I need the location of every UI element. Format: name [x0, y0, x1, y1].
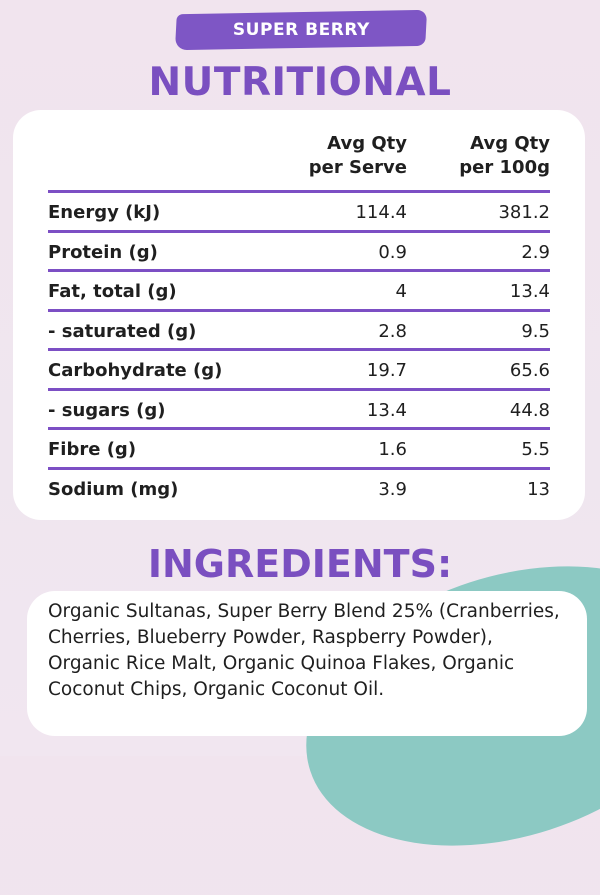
- row-label: - saturated (g): [48, 320, 197, 342]
- row-per-serve: 1.6: [378, 439, 407, 461]
- ingredients-panel: Organic Sultanas, Super Berry Blend 25% …: [27, 591, 587, 736]
- row-per-serve: 13.4: [366, 399, 407, 421]
- row-per-serve: 2.8: [378, 320, 407, 342]
- column-header-per-100g: Avg Qty per 100g: [459, 132, 550, 180]
- table-row: Energy (kJ) 114.4 381.2: [48, 190, 550, 230]
- flavour-badge: SUPER BERRY: [174, 9, 428, 51]
- nutrition-panel: Avg Qty per Serve Avg Qty per 100g Energ…: [13, 110, 585, 520]
- row-per-100g: 2.9: [521, 241, 550, 263]
- row-per-serve: 19.7: [366, 360, 407, 382]
- row-per-100g: 9.5: [521, 320, 550, 342]
- table-row: Fat, total (g) 4 13.4: [48, 269, 550, 309]
- row-label: - sugars (g): [48, 399, 166, 421]
- row-per-100g: 65.6: [509, 360, 550, 382]
- row-per-serve: 114.4: [355, 202, 407, 224]
- table-row: Carbohydrate (g) 19.7 65.6: [48, 348, 550, 388]
- row-per-100g: 381.2: [498, 202, 550, 224]
- flavour-badge-label: SUPER BERRY: [232, 20, 370, 40]
- column-header-per-serve: Avg Qty per Serve: [309, 132, 407, 180]
- column-header-per-serve-line1: Avg Qty: [327, 133, 407, 154]
- row-per-serve: 3.9: [378, 478, 407, 500]
- row-label: Energy (kJ): [48, 202, 161, 224]
- row-label: Sodium (mg): [48, 478, 179, 500]
- row-per-100g: 5.5: [521, 439, 550, 461]
- row-label: Protein (g): [48, 241, 158, 263]
- row-per-100g: 13: [527, 478, 550, 500]
- column-header-per-100g-line2: per 100g: [459, 157, 550, 178]
- row-label: Carbohydrate (g): [48, 360, 223, 382]
- ingredients-text: Organic Sultanas, Super Berry Blend 25% …: [48, 601, 560, 700]
- row-per-serve: 4: [395, 281, 407, 303]
- nutrition-table: Energy (kJ) 114.4 381.2 Protein (g) 0.9 …: [48, 190, 550, 506]
- row-per-serve: 0.9: [378, 241, 407, 263]
- row-label: Fat, total (g): [48, 281, 177, 303]
- column-header-per-100g-line1: Avg Qty: [470, 133, 550, 154]
- table-row: Protein (g) 0.9 2.9: [48, 229, 550, 270]
- row-per-100g: 44.8: [509, 399, 550, 421]
- ingredients-title: INGREDIENTS:: [147, 542, 453, 586]
- row-label: Fibre (g): [48, 439, 137, 461]
- column-header-per-serve-line2: per Serve: [308, 157, 407, 178]
- row-per-100g: 13.4: [509, 281, 550, 303]
- table-row: Fibre (g) 1.6 5.5: [48, 427, 550, 467]
- table-row: - saturated (g) 2.8 9.5: [48, 308, 550, 349]
- table-row: - sugars (g) 13.4 44.8: [48, 387, 550, 428]
- table-row: Sodium (mg) 3.9 13: [48, 466, 550, 507]
